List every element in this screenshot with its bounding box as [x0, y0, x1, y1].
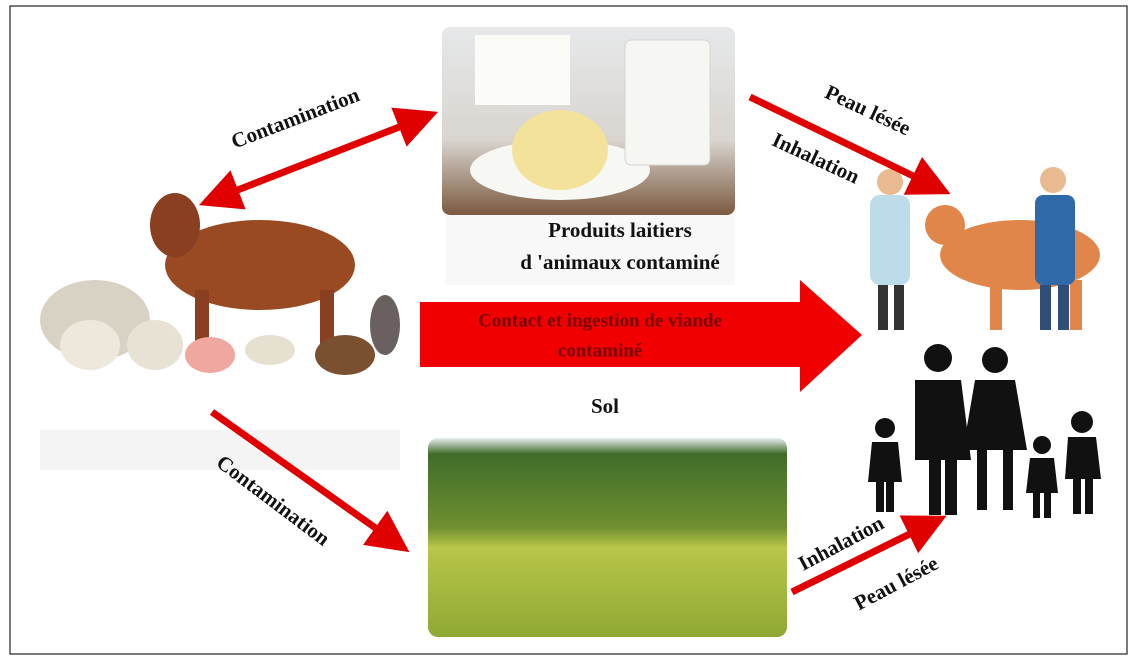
big-arrow	[420, 280, 862, 392]
edge-label: Inhalation	[769, 127, 864, 188]
frame	[9, 5, 1128, 655]
arrow	[748, 93, 951, 195]
edge-label: Peau lésée	[850, 551, 942, 615]
node-label: d 'animaux contaminé	[520, 250, 720, 274]
edge-label: Contact et ingestion de viande	[478, 310, 722, 331]
edge-label: Contamination	[228, 82, 363, 153]
family-image	[868, 344, 1101, 518]
arrow	[198, 107, 439, 210]
dairy-image	[442, 27, 735, 285]
animals-image	[40, 193, 400, 470]
node-label: Sol	[591, 394, 619, 418]
node-label: Produits laitiers	[548, 218, 692, 242]
workers-image	[870, 167, 1100, 330]
arrow	[790, 515, 947, 596]
arrow	[209, 409, 410, 553]
edge-label: Peau lésée	[821, 80, 914, 140]
soil-image	[428, 438, 787, 637]
edge-label: contaminé	[558, 340, 642, 361]
